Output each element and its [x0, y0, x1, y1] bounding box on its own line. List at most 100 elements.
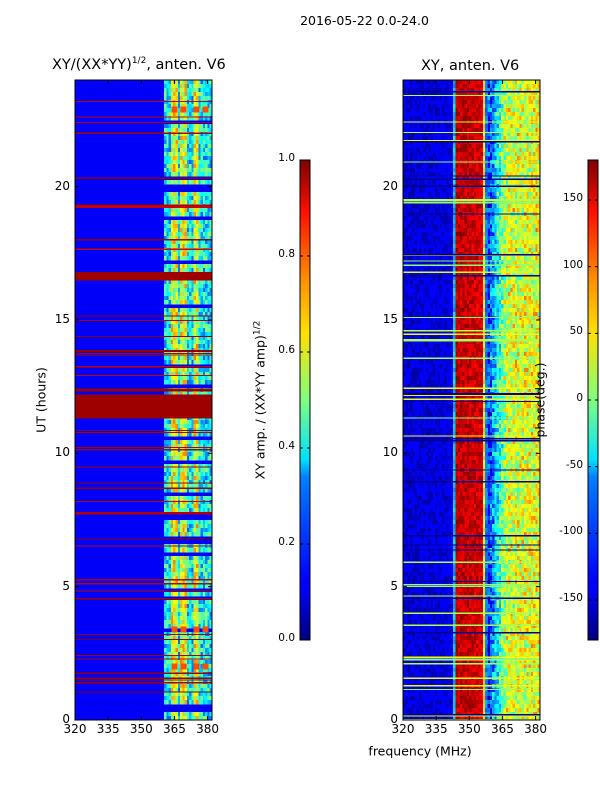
- heatmap-left-cell: [207, 520, 211, 525]
- heatmap-left-cell: [202, 172, 206, 177]
- heatmap-left-cell: [202, 356, 206, 361]
- heatmap-right-cell: [471, 96, 475, 101]
- heatmap-right-cell: [524, 128, 527, 133]
- heatmap-left-cell: [209, 508, 213, 513]
- heatmap-left-cell: [189, 232, 192, 237]
- heatmap-left-cell: [205, 688, 208, 693]
- heatmap-left-cell: [166, 580, 170, 585]
- heatmap-left-cell: [182, 484, 185, 489]
- heatmap-left-cell: [168, 240, 172, 245]
- heatmap-right-cell: [466, 156, 470, 161]
- heatmap-right-cell: [423, 216, 427, 221]
- heatmap-left-cell: [177, 104, 181, 109]
- heatmap-left-cell: [209, 476, 213, 481]
- heatmap-right-cell: [521, 240, 525, 245]
- heatmap-left-cell: [184, 696, 188, 701]
- heatmap-left-cell: [200, 560, 204, 565]
- heatmap-right-cell: [469, 144, 472, 149]
- heatmap-left-cell: [200, 92, 204, 97]
- heatmap-right-cell: [482, 136, 486, 141]
- heatmap-left-cell: [202, 580, 206, 585]
- heatmap-right-cell: [494, 112, 498, 117]
- heatmap-left-cell: [209, 240, 213, 245]
- heatmap-left-cell: [205, 164, 208, 169]
- heatmap-left-cell: [193, 168, 197, 173]
- heatmap-left-cell: [191, 296, 195, 301]
- heatmap-right-cell: [460, 84, 463, 89]
- heatmap-left-cell: [189, 112, 192, 117]
- heatmap-right-cell: [473, 220, 477, 225]
- heatmap-left-cell: [166, 352, 170, 357]
- heatmap-right-cell: [512, 208, 516, 213]
- heatmap-left-cell: [207, 716, 211, 721]
- heatmap-left-cell: [166, 104, 170, 109]
- heatmap-left-cell: [196, 420, 199, 425]
- heatmap-left-cell: [173, 688, 176, 693]
- heatmap-left-cell: [191, 424, 195, 429]
- heatmap-right-cell: [485, 216, 488, 221]
- heatmap-left-cell: [177, 132, 181, 137]
- heatmap-right-cell: [480, 152, 484, 157]
- heatmap-right-cell: [441, 80, 445, 85]
- heatmap-left-cell: [166, 148, 170, 153]
- heatmap-left-cell: [191, 332, 195, 337]
- heatmap-right-cell: [514, 176, 518, 181]
- heatmap-left-cell: [189, 368, 192, 373]
- heatmap-right-cell: [535, 172, 539, 177]
- heatmap-left-cell: [164, 200, 167, 205]
- heatmap-right-cell: [455, 128, 459, 133]
- heatmap-right-cell: [524, 164, 527, 169]
- heatmap-right-cell: [519, 84, 523, 89]
- heatmap-right-cell: [510, 236, 513, 241]
- heatmap-right-cell: [528, 244, 532, 249]
- heatmap-left-cell: [175, 328, 179, 333]
- heatmap-left-cell: [191, 616, 195, 621]
- heatmap-left-cell: [168, 644, 172, 649]
- heatmap-left-cell: [177, 256, 181, 261]
- heatmap-right-cell: [487, 188, 491, 193]
- heatmap-left-cell: [186, 640, 190, 645]
- heatmap-right-cell: [428, 132, 431, 137]
- heatmap-left-cell: [207, 172, 211, 177]
- heatmap-right-cell: [405, 164, 408, 169]
- heatmap-left-cell: [207, 392, 211, 397]
- heatmap-right-cell: [453, 104, 456, 109]
- heatmap-left-cell: [173, 648, 176, 653]
- heatmap-left-cell: [191, 560, 195, 565]
- heatmap-right-cell: [528, 220, 532, 225]
- heatmap-left-cell: [166, 380, 170, 385]
- heatmap-right-cell: [450, 116, 454, 121]
- heatmap-left-cell: [205, 600, 208, 605]
- heatmap-right-cell: [537, 216, 541, 221]
- heatmap-left-cell: [170, 580, 174, 585]
- heatmap-right-cell: [517, 224, 520, 229]
- heatmap-right-cell: [460, 116, 463, 121]
- heatmap-left-cell: [186, 340, 190, 345]
- heatmap-left-cell: [205, 564, 208, 569]
- heatmap-right-cell: [489, 188, 493, 193]
- heatmap-right-cell: [487, 216, 491, 221]
- heatmap-right-cell: [439, 216, 443, 221]
- heatmap-right-cell: [508, 172, 511, 177]
- heatmap-left-cell: [200, 688, 204, 693]
- heatmap-left-cell: [196, 360, 199, 365]
- heatmap-left-cell: [170, 168, 174, 173]
- heatmap-right-cell: [439, 96, 443, 101]
- heatmap-right-cell: [528, 224, 532, 229]
- heatmap-right: [403, 80, 541, 721]
- heatmap-left-spike: [180, 663, 187, 670]
- heatmap-right-cell: [524, 240, 527, 245]
- heatmap-left-cell: [170, 592, 174, 597]
- heatmap-right-cell: [421, 196, 424, 201]
- heatmap-left-cell: [175, 284, 179, 289]
- heatmap-right-cell: [473, 108, 477, 113]
- heatmap-left-cell: [173, 392, 176, 397]
- heatmap-left-cell: [164, 132, 167, 137]
- heatmap-right-cell: [517, 196, 520, 201]
- heatmap-right-cell: [537, 240, 541, 245]
- heatmap-left-cell: [193, 148, 197, 153]
- heatmap-right-cell: [437, 236, 440, 241]
- heatmap-left-cell: [168, 484, 172, 489]
- heatmap-right-cell: [473, 100, 477, 105]
- heatmap-right-cell: [460, 164, 463, 169]
